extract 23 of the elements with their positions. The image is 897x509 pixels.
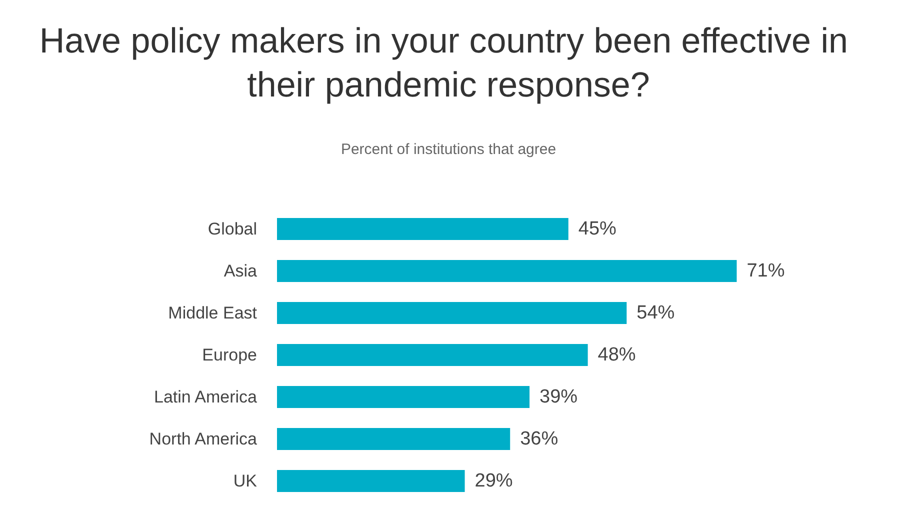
y-tick-label: UK (233, 472, 258, 490)
chart-subtitle: Percent of institutions that agree (340, 141, 556, 158)
y-tick-label: Europe (202, 346, 257, 364)
bar (277, 428, 510, 450)
bar (277, 218, 568, 240)
data-label: 48% (598, 344, 636, 366)
data-label: 54% (636, 302, 675, 324)
y-tick-label: Global (208, 220, 257, 238)
data-label: 45% (578, 218, 617, 240)
y-tick-label: Middle East (168, 304, 258, 322)
bar (277, 470, 465, 492)
bar (277, 260, 737, 282)
data-label: 39% (540, 386, 578, 408)
y-tick-label: Asia (224, 262, 258, 280)
chart-title: Have policy makers in your country been effective in their pandemic response? (39, 22, 858, 104)
data-label: 36% (520, 428, 558, 450)
data-label: 71% (746, 260, 785, 282)
bar (277, 344, 588, 366)
bar (277, 386, 530, 408)
y-tick-label: Latin America (154, 388, 258, 406)
y-tick-label: North America (149, 430, 258, 448)
data-label: 29% (474, 470, 513, 492)
bar (277, 302, 627, 324)
